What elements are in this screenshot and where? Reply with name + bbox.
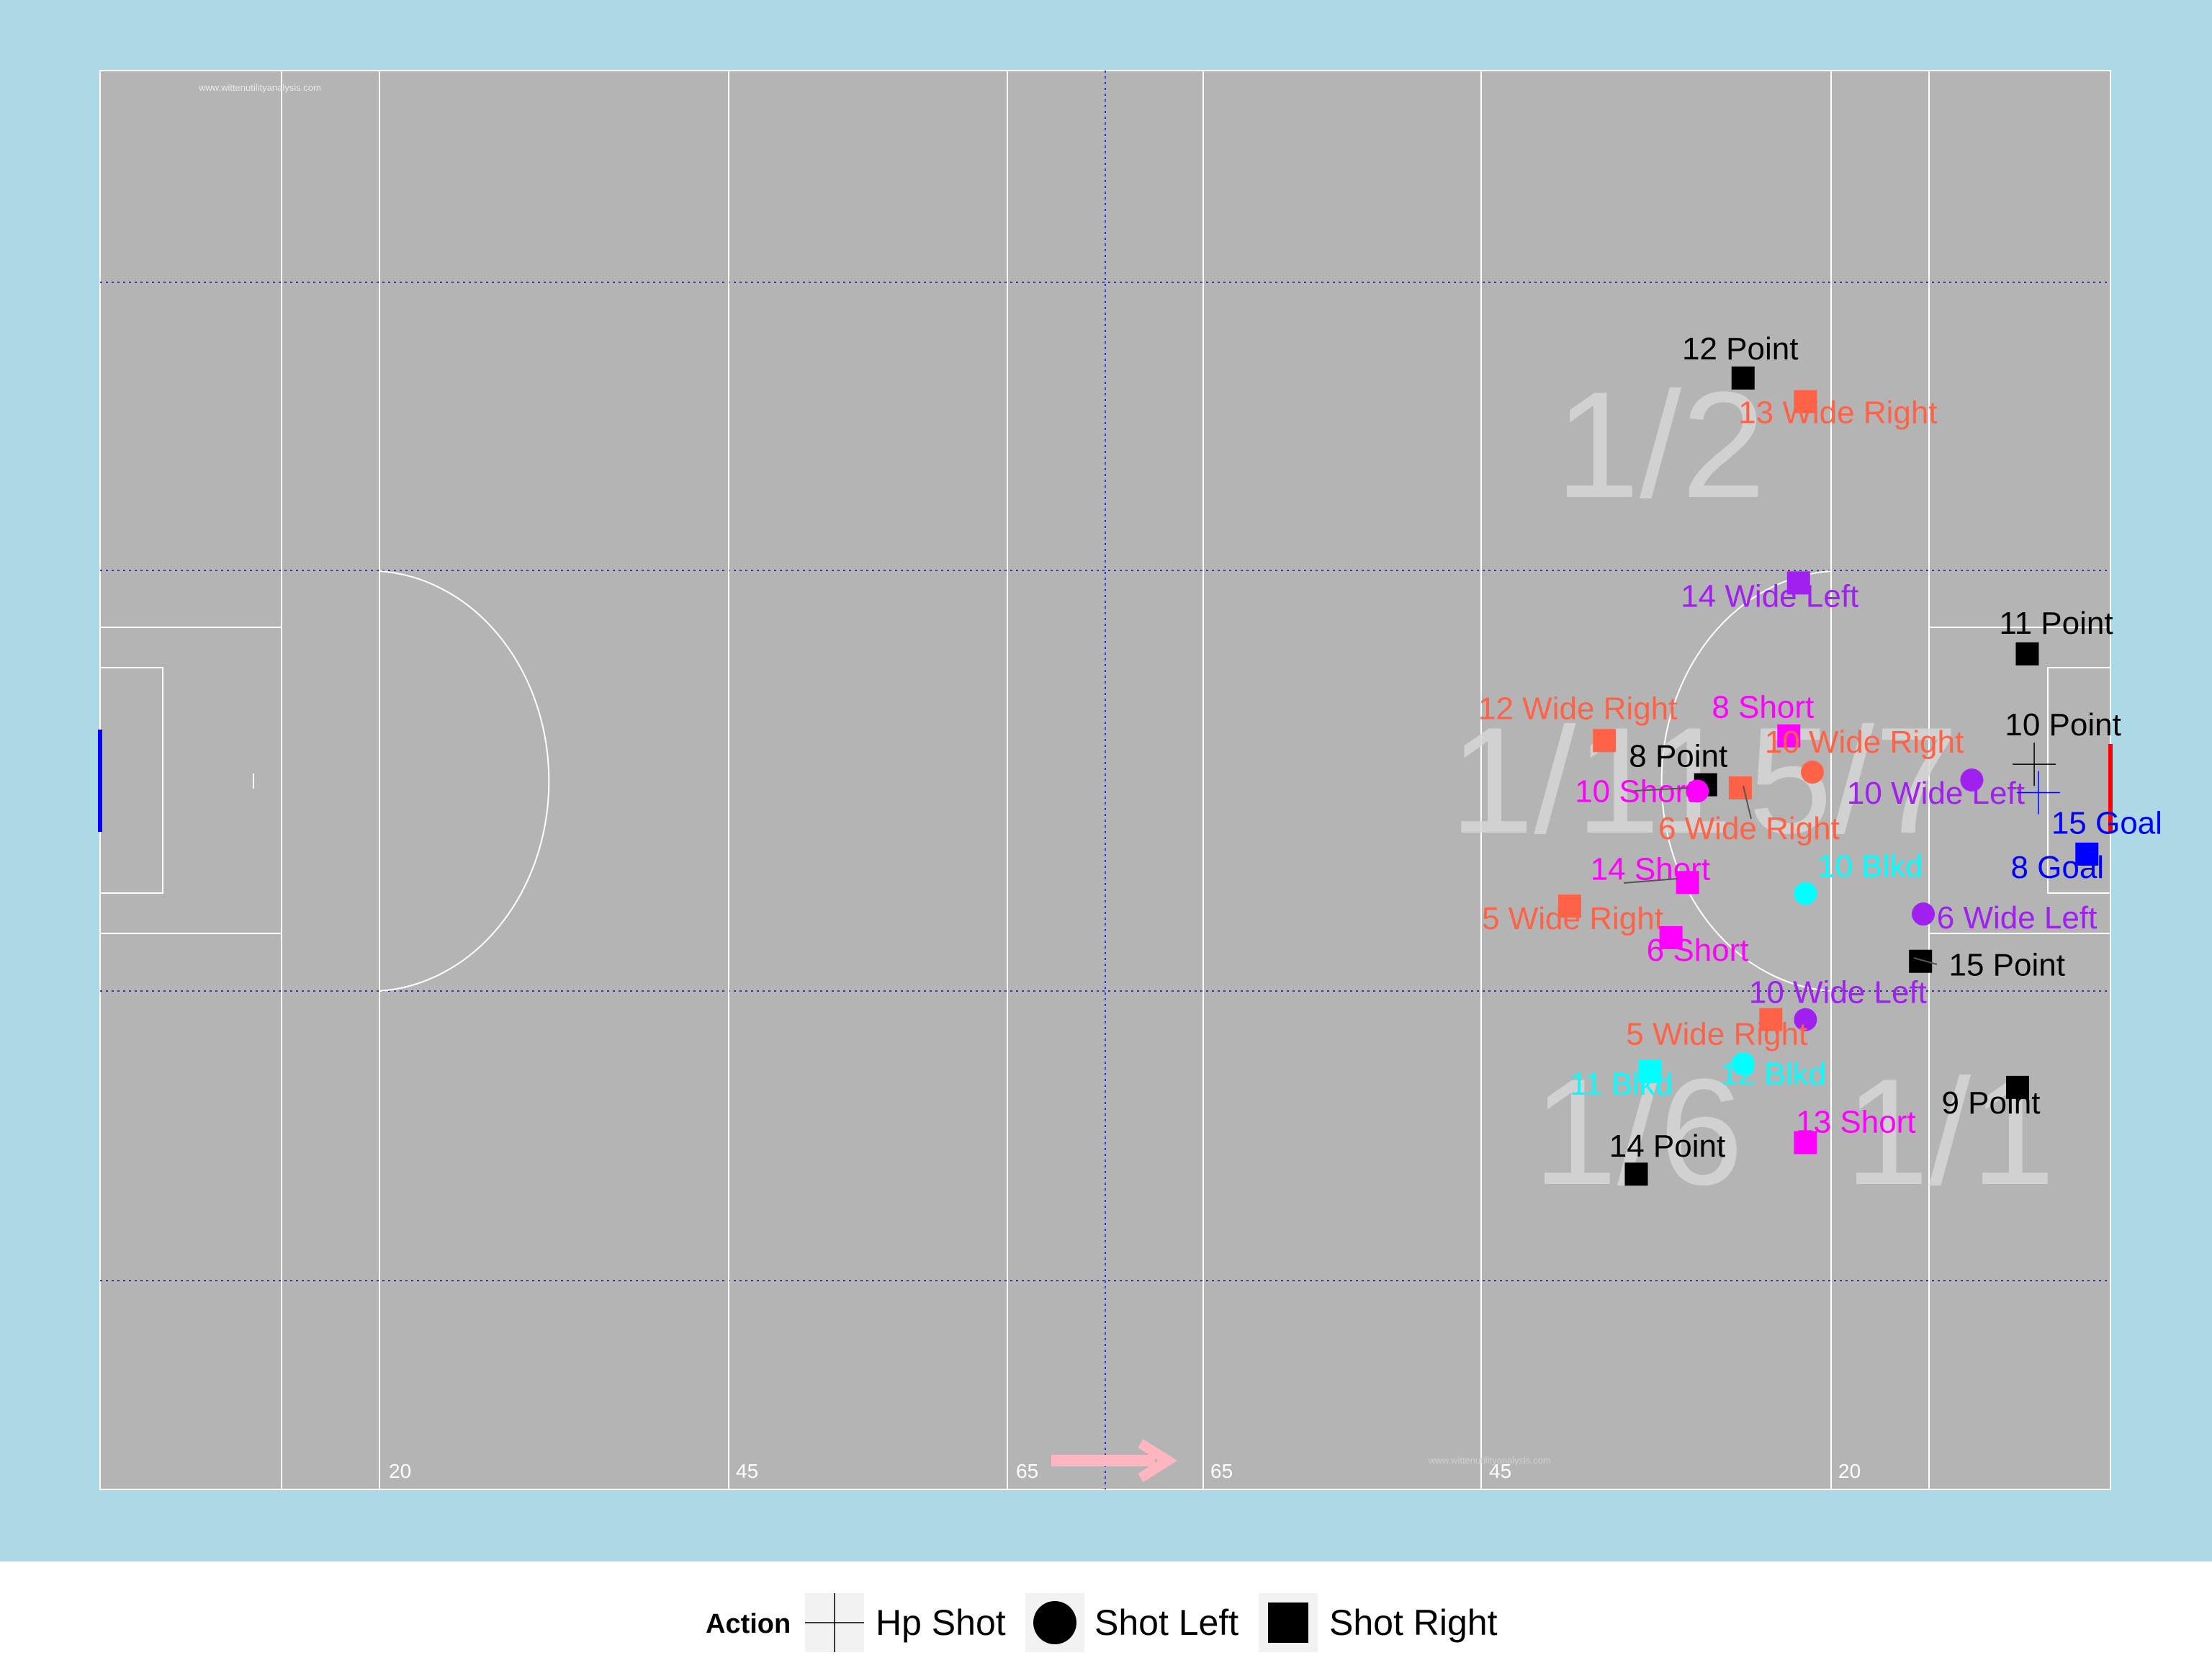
shot-marker (1794, 1131, 1817, 1155)
zone-ratio-label: 1/2 (1555, 360, 1766, 529)
shot-marker (1777, 724, 1801, 748)
shot-label: 6 Short (1647, 933, 1749, 968)
shot-marker (1786, 571, 1810, 595)
legend-title: Action (706, 1609, 791, 1639)
shot-marker (1801, 761, 1825, 784)
shot-marker (1731, 366, 1755, 390)
shot-marker (2075, 842, 2099, 866)
shot-marker (2013, 743, 2056, 786)
shot-marker (1728, 776, 1752, 799)
shot-label: 10 Point (2005, 707, 2121, 743)
shot-label: 10 Wide Left (1847, 776, 2025, 811)
shot-label: 6 Wide Right (1658, 811, 1840, 846)
leader-line (1623, 878, 1678, 884)
yard-label: 20 (389, 1460, 411, 1482)
shot-label: 10 Blkd (1817, 849, 1923, 884)
leader-line (1913, 957, 1938, 965)
shot-label: 12 Point (1682, 331, 1798, 367)
direction-arrow (1051, 1439, 1178, 1482)
legend-label: Shot Left (1094, 1603, 1238, 1643)
shot-marker (1794, 882, 1817, 905)
yard-label: 45 (736, 1460, 758, 1482)
pitch-markings (100, 71, 2110, 1489)
watermark: www.wittenutilityanalysis.com (1428, 1455, 1551, 1466)
shot-label: 6 Wide Left (1937, 900, 2098, 936)
shot-label: 15 Point (1948, 948, 2064, 983)
shot-label: 12 Wide Right (1478, 691, 1677, 726)
shot-marker (1794, 1008, 1817, 1031)
shot-marker (1794, 390, 1817, 413)
shot-marker (1960, 768, 1984, 792)
shot-label: 14 Point (1609, 1129, 1725, 1164)
shot-label: 14 Wide Left (1681, 578, 1858, 614)
shot-marker (1686, 779, 1709, 803)
shot-label: 9 Point (1941, 1085, 2040, 1121)
shot-label: 8 Short (1712, 690, 1814, 725)
zone-ratio-label: 1/6 (1533, 1047, 1743, 1216)
zone-lines (100, 71, 2110, 1489)
shot-marker (1659, 925, 1683, 949)
right-small-box (2047, 667, 2110, 894)
arrow-head (1138, 1439, 1178, 1482)
legend-area (0, 1561, 2212, 1659)
zone-ratio-label: 1/11 (1449, 696, 1732, 865)
shot-marker (1759, 1008, 1783, 1031)
shot-label: 5 Wide Right (1626, 1017, 1807, 1052)
left-small-box (100, 667, 163, 894)
shot-marker (1912, 902, 1936, 926)
shot-marker (2005, 1075, 2029, 1099)
leader-line (1634, 787, 1689, 792)
shot-label: 10 Wide Left (1749, 975, 1927, 1010)
zone-ratio-label: 5/7 (1748, 696, 1959, 865)
shot-label: 10 Wide Right (1765, 725, 1964, 760)
yard-label: 20 (1838, 1460, 1861, 1482)
shot-label: 5 Wide Right (1482, 901, 1663, 936)
shot-marker (1638, 1059, 1662, 1083)
shot-marker (1593, 729, 1617, 753)
zone-ratio-label: 1/1 (1845, 1047, 2055, 1216)
watermark: www.wittenutilityanalysis.com (198, 82, 321, 93)
leader-line (1743, 785, 1752, 820)
right-large-box (1928, 627, 2110, 934)
legend-circle (1033, 1601, 1076, 1644)
shot-marker (1558, 895, 1582, 918)
shot-marker (1731, 1052, 1755, 1075)
shot-label: 11 Point (1999, 606, 2113, 641)
yard-label: 45 (1489, 1460, 1511, 1482)
shot-label: 15 Goal (2051, 806, 2162, 841)
yard-label: 65 (1210, 1460, 1233, 1482)
shot-label: 12 Blkd (1720, 1057, 1826, 1092)
right-arc (1660, 570, 1832, 992)
shot-points: 12 Point 13 Wide Right 14 Wide Left 11 Poin… (1478, 331, 2162, 1186)
left-arc (379, 570, 550, 992)
shot-label: 8 Goal (2010, 850, 2104, 885)
legend-label: Shot Right (1329, 1603, 1498, 1643)
left-large-box (100, 627, 282, 934)
shot-marker (1624, 1162, 1648, 1186)
shot-label: 11 Blkd (1570, 1067, 1673, 1102)
shot-marker (1676, 871, 1699, 895)
legend-label: Hp Shot (876, 1603, 1006, 1643)
yard-label: 65 (1016, 1460, 1038, 1482)
legend: Action Hp Shot Shot Left Shot Right (706, 1593, 1498, 1652)
shot-marker (2016, 771, 2060, 815)
shot-label: 8 Point (1629, 739, 1727, 774)
shot-label: 13 Short (1796, 1104, 1915, 1139)
shot-label: 13 Wide Right (1738, 395, 1937, 431)
legend-square (1268, 1603, 1308, 1643)
shot-marker (2015, 642, 2039, 665)
